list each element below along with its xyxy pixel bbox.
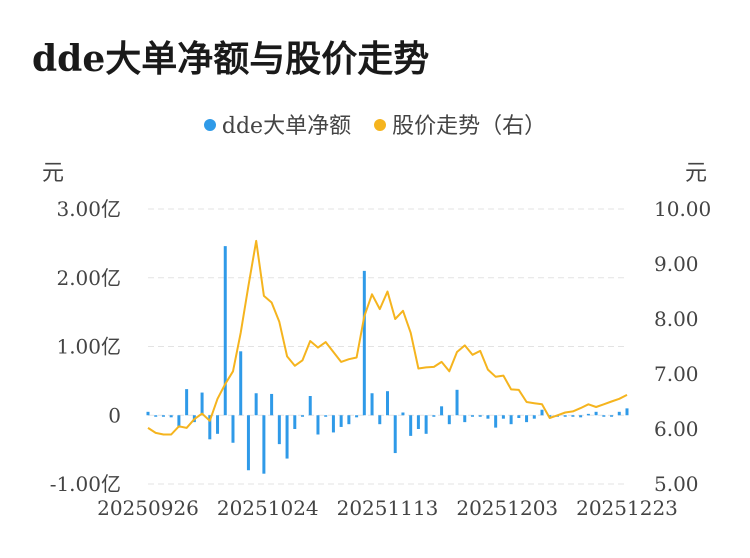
right-tick-label: 8.00 [654, 307, 699, 331]
right-tick-label: 5.00 [654, 472, 699, 496]
dde-bar [316, 415, 320, 435]
left-tick-label: -1.00亿 [50, 472, 121, 496]
left-tick-label: 2.00亿 [56, 266, 121, 290]
dde-bar [617, 411, 621, 416]
dde-bar [177, 415, 181, 428]
legend-item-dde[interactable]: dde大单净额 [203, 108, 352, 140]
dde-bar [246, 415, 250, 471]
dde-bar [185, 389, 189, 416]
dde-bar [501, 415, 505, 419]
right-tick-label: 10.00 [654, 197, 711, 221]
dde-bar [478, 415, 482, 417]
dde-bar [424, 415, 428, 434]
dde-bar [146, 411, 150, 416]
dde-bar [455, 389, 459, 416]
dde-bar [270, 393, 274, 416]
dde-bar [447, 415, 451, 425]
right-tick-label: 9.00 [654, 252, 699, 276]
dde-bar [154, 415, 158, 417]
dde-bar [548, 415, 552, 417]
legend: dde大单净额 股价走势（右） [0, 108, 750, 140]
dde-bar [563, 415, 567, 417]
dde-bar [486, 415, 490, 419]
legend-dot-price [374, 119, 387, 131]
dde-bar [509, 415, 513, 425]
x-tick-label: 20251024 [217, 496, 319, 520]
dde-bar [470, 415, 474, 417]
dde-bar [517, 415, 521, 418]
dde-bar [602, 415, 606, 417]
dde-bar [393, 415, 397, 454]
dde-bar [386, 391, 389, 416]
dde-bar [579, 415, 583, 418]
dde-bar [416, 415, 420, 429]
dde-bar [254, 393, 258, 416]
dde-bar [301, 415, 305, 417]
dde-bar [594, 411, 598, 416]
dde-bar [339, 415, 343, 427]
right-axis-unit: 元 [685, 161, 708, 186]
dde-bar [370, 393, 374, 416]
dde-bar [440, 406, 444, 416]
dde-bar [610, 415, 614, 417]
dde-bar [169, 415, 173, 418]
left-tick-label: 1.00亿 [56, 335, 121, 359]
legend-dot-dde [203, 119, 216, 131]
dde-bar [231, 415, 235, 443]
x-tick-label: 20251203 [456, 496, 558, 520]
dde-bar [239, 351, 243, 416]
dde-bar [355, 415, 359, 418]
dde-bar [262, 415, 266, 474]
dde-bar [223, 246, 227, 416]
legend-label-dde: dde大单净额 [221, 114, 352, 139]
left-axis-unit: 元 [42, 161, 65, 186]
dde-bar [216, 415, 220, 434]
dde-bar [494, 415, 498, 428]
dde-bar [293, 415, 297, 429]
right-tick-label: 6.00 [654, 417, 699, 441]
x-tick-label: 20251113 [337, 496, 439, 520]
dde-bar [285, 415, 289, 459]
left-tick-label: 3.00亿 [56, 197, 121, 221]
x-tick-label: 20251223 [576, 496, 678, 520]
dde-bar [308, 396, 312, 416]
dde-bar [331, 415, 335, 433]
dde-bar [362, 270, 366, 416]
dde-bar [378, 415, 382, 425]
price-line [147, 239, 628, 436]
dde-bar [532, 415, 536, 419]
dde-bar [525, 415, 529, 423]
dde-bar [571, 415, 575, 417]
x-tick-label: 20250926 [97, 496, 199, 520]
dde-bar [161, 415, 165, 417]
dde-bar [409, 415, 413, 436]
dde-bar [200, 392, 204, 416]
dde-bar [432, 415, 436, 417]
right-tick-label: 7.00 [654, 362, 699, 386]
chart-title: dde大单净额与股价走势 [32, 38, 430, 80]
dde-bar [463, 415, 467, 423]
legend-item-price[interactable]: 股价走势（右） [374, 108, 546, 140]
dde-bar [625, 408, 629, 416]
dde-bar [401, 412, 405, 416]
dde-bar [540, 409, 544, 416]
legend-label-price: 股价走势（右） [392, 114, 547, 139]
dde-bar [586, 413, 590, 416]
left-tick-label: 0 [108, 403, 121, 427]
dde-bar [347, 415, 351, 425]
dde-bar [324, 415, 328, 417]
dde-bar [277, 415, 281, 445]
dde-bar [208, 415, 212, 440]
